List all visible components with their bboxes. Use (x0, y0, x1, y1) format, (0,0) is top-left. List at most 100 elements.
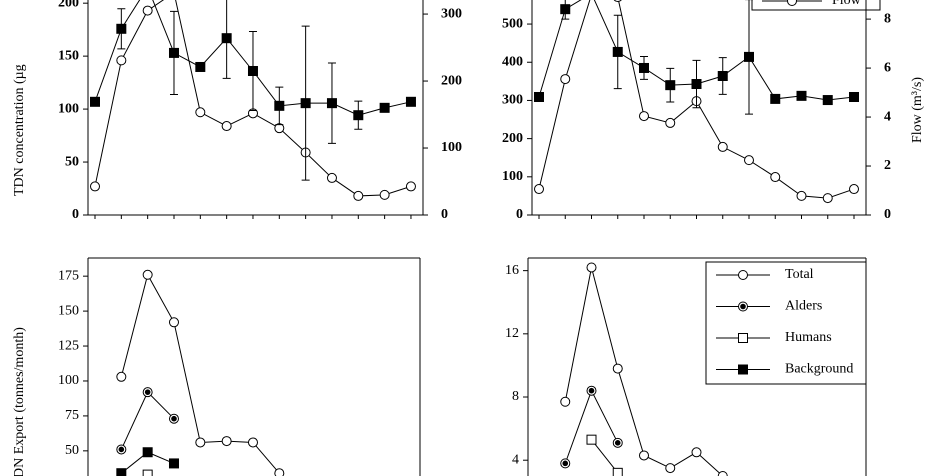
marker (90, 96, 100, 107)
y2-tick-label: 0 (441, 207, 448, 222)
y-tick-label: 100 (58, 373, 79, 388)
marker (770, 172, 781, 183)
marker (142, 5, 153, 16)
marker (612, 437, 623, 448)
marker (586, 262, 597, 273)
legend-marker (738, 333, 748, 343)
marker (717, 70, 728, 81)
y2-tick-label: 300 (441, 6, 462, 21)
marker (405, 96, 416, 107)
series-line (120, 391, 175, 450)
marker (665, 117, 676, 128)
y2-tick-label: 8 (884, 11, 891, 26)
marker-core (144, 389, 151, 395)
marker (247, 65, 258, 76)
marker (717, 141, 728, 152)
y-tick-label: 50 (65, 443, 79, 458)
legend-marker (738, 301, 748, 312)
legend-marker (787, 0, 797, 6)
marker (405, 181, 416, 192)
marker-core (171, 415, 177, 422)
marker (116, 55, 127, 66)
marker-core (588, 387, 595, 394)
marker (665, 463, 676, 474)
y-tick-label: 100 (58, 101, 79, 116)
y2-tick-label: 2 (884, 158, 891, 173)
y-tick-label: 200 (502, 131, 523, 146)
marker (691, 447, 702, 458)
legend-box (751, 0, 881, 11)
marker (612, 363, 623, 374)
marker (353, 190, 364, 201)
marker (770, 93, 781, 104)
y2-tick-label: 0 (884, 207, 891, 222)
legend-label: Humans (785, 330, 832, 345)
marker (353, 110, 364, 121)
series-line (564, 389, 619, 464)
marker (142, 269, 153, 280)
legend-marker (738, 364, 748, 375)
marker (612, 46, 623, 57)
marker (168, 47, 179, 58)
marker (612, 467, 623, 476)
marker (221, 436, 232, 447)
marker (639, 111, 649, 122)
series-line (591, 439, 619, 474)
marker (116, 23, 127, 34)
y-axis-label: TDN concentration (µg (12, 64, 27, 196)
marker (168, 458, 179, 469)
marker (168, 317, 179, 328)
marker-core (740, 303, 746, 310)
marker (116, 444, 127, 455)
y-tick-label: 50 (65, 154, 79, 169)
y-tick-label: 400 (502, 54, 523, 69)
legend-label: Flow (832, 0, 862, 8)
legend-label: Background (785, 362, 853, 377)
marker (221, 33, 232, 44)
y-tick-label: 100 (502, 169, 523, 184)
marker (534, 184, 544, 195)
y-tick-label: 150 (58, 48, 79, 63)
marker (379, 189, 390, 200)
marker (639, 450, 649, 461)
marker (796, 190, 807, 201)
y-tick-label: 200 (58, 0, 79, 10)
marker (717, 471, 728, 476)
y-tick-label: 175 (58, 268, 79, 283)
marker (849, 91, 859, 102)
y-tick-label: 12 (505, 326, 519, 341)
marker (116, 371, 127, 382)
marker (849, 184, 859, 195)
series-line (564, 267, 724, 476)
y-tick-label: 75 (65, 408, 79, 423)
marker-core (614, 440, 621, 446)
y2-tick-label: 100 (441, 140, 462, 155)
y2-tick-label: 4 (884, 109, 891, 124)
marker (247, 437, 258, 448)
y-tick-label: 4 (512, 452, 519, 467)
y-tick-label: 0 (72, 207, 79, 222)
marker (90, 181, 100, 192)
marker (796, 90, 807, 101)
y2-axis-label: Flow (m³/s) (910, 77, 925, 143)
marker (586, 385, 597, 396)
marker (613, 0, 622, 3)
y-tick-label: 8 (512, 389, 519, 404)
legend-marker (738, 270, 748, 280)
legend-label: Total (785, 267, 814, 282)
marker (665, 80, 676, 91)
marker (560, 4, 571, 15)
marker (586, 434, 597, 445)
marker (195, 61, 206, 72)
marker (116, 468, 127, 476)
marker (744, 155, 754, 166)
marker (326, 172, 337, 183)
marker (195, 437, 206, 448)
marker (379, 102, 390, 113)
legend-label: Alders (785, 299, 822, 314)
marker (560, 74, 571, 85)
marker-core (118, 446, 125, 453)
y-tick-label: 150 (58, 303, 79, 318)
marker (639, 62, 649, 73)
